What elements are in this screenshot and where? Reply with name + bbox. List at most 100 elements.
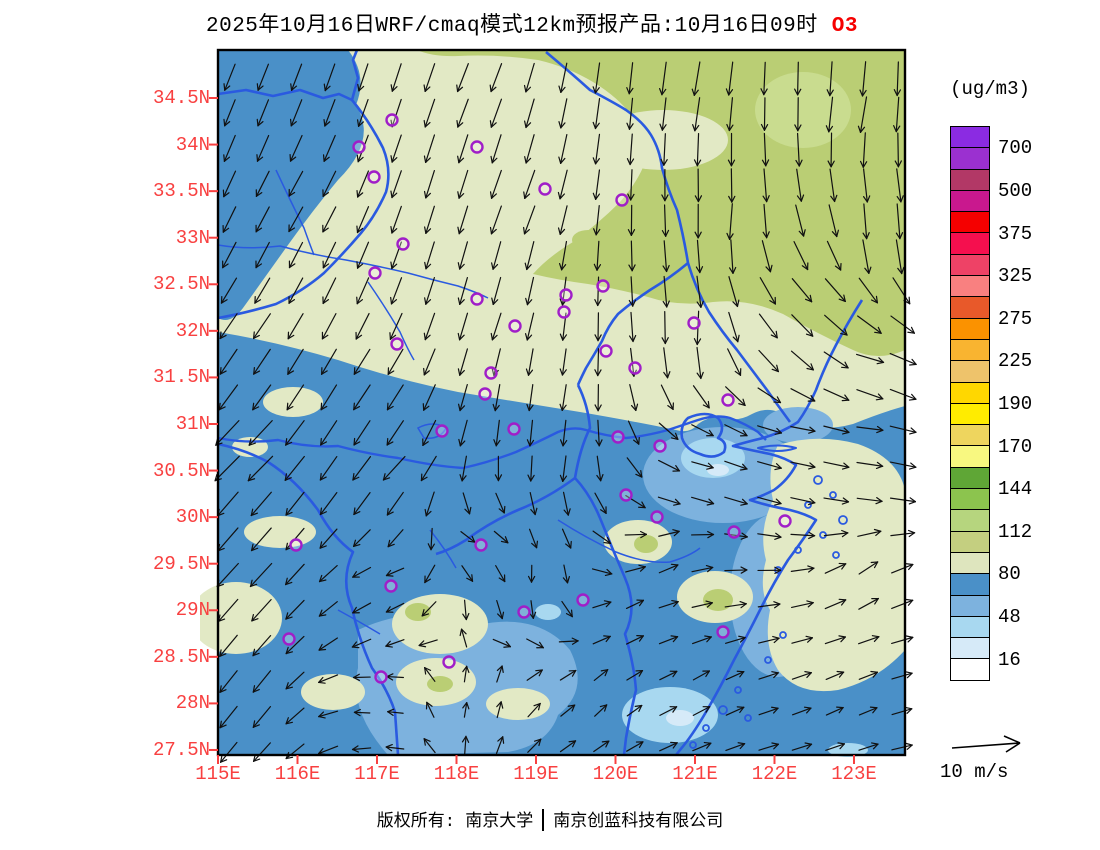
- station-marker: [352, 140, 366, 154]
- wind-vector: [659, 61, 667, 96]
- wind-vector: [627, 420, 640, 445]
- wind-vector: [758, 706, 779, 716]
- wind-vector: [692, 706, 711, 716]
- colorbar-cell: [950, 338, 990, 362]
- wind-vector: [891, 742, 913, 751]
- wind-vector: [496, 701, 504, 719]
- colorbar-cell: [950, 445, 990, 468]
- wind-vector: [322, 241, 337, 269]
- wind-vector: [559, 384, 567, 411]
- wind-vector: [889, 388, 917, 401]
- wind-vector: [795, 204, 806, 237]
- wind-vector: [422, 419, 437, 447]
- wind-vector: [758, 349, 779, 373]
- wind-vector: [457, 205, 469, 235]
- wind-vector: [691, 461, 714, 470]
- wind-vector: [856, 496, 883, 505]
- colorbar-tick-label: 170: [998, 435, 1033, 458]
- wind-vector: [318, 710, 339, 719]
- yangtze-river: [217, 415, 767, 470]
- wind-vector: [462, 702, 470, 718]
- wind-vector: [353, 384, 371, 411]
- wind-vector: [691, 600, 713, 608]
- station-marker: [435, 424, 449, 438]
- wind-vector: [659, 670, 678, 681]
- wind-vector: [496, 600, 505, 620]
- wind-vector: [825, 742, 846, 751]
- wind-vector: [725, 706, 745, 716]
- wind-vector: [256, 99, 270, 127]
- wind-vector: [725, 742, 746, 752]
- wind-vector: [761, 132, 770, 167]
- colorbar-tick-label: 80: [998, 563, 1021, 586]
- wind-vector: [523, 205, 536, 235]
- wind-vector: [628, 240, 636, 272]
- lon-tick-label: 121E: [672, 763, 718, 785]
- wind-vector: [823, 497, 850, 505]
- wind-vector: [826, 240, 842, 271]
- wind-vector: [726, 97, 734, 132]
- wind-vector: [828, 204, 839, 238]
- lat-tick-label: 29.5N: [152, 552, 210, 575]
- wind-vector: [558, 98, 568, 129]
- station-marker: [727, 525, 741, 539]
- wind-vector: [663, 347, 671, 379]
- wind-vector: [490, 312, 502, 341]
- wind-vector: [462, 599, 470, 621]
- wind-vector: [456, 98, 469, 128]
- wind-vector: [357, 63, 369, 92]
- wind-vector: [219, 741, 238, 763]
- station-marker: [396, 237, 410, 251]
- wind-vector: [790, 531, 816, 540]
- wind-vector: [661, 204, 670, 237]
- colorbar-cell: [950, 147, 990, 170]
- wind-vector: [594, 492, 607, 514]
- wind-vector: [356, 206, 370, 234]
- wind-vector: [356, 241, 370, 269]
- wind-vector: [628, 276, 637, 307]
- wind-vector: [526, 419, 535, 447]
- wind-vector: [423, 98, 436, 128]
- wind-vector: [285, 635, 305, 655]
- wind-vector: [356, 170, 370, 198]
- island-outline: [838, 515, 848, 525]
- wind-vector: [790, 497, 816, 506]
- wind-vector: [424, 241, 435, 270]
- station-marker: [470, 292, 484, 306]
- wind-vector: [423, 170, 435, 199]
- wind-vector: [427, 527, 435, 551]
- wind-vector: [629, 384, 639, 412]
- wind-vector: [894, 132, 902, 168]
- colorbar-cell: [950, 126, 990, 149]
- wind-vector: [858, 670, 878, 680]
- wind-vector: [460, 531, 476, 543]
- wind-vector: [759, 277, 776, 305]
- island-outline: [779, 631, 787, 639]
- wind-vector: [626, 457, 643, 478]
- wind-vector: [288, 170, 304, 197]
- wind-vector: [592, 62, 601, 94]
- wind-vector: [725, 61, 734, 96]
- wind-vector: [593, 240, 602, 271]
- wind-vector: [424, 205, 435, 234]
- wind-vector: [858, 706, 878, 716]
- wind-vector: [895, 239, 905, 275]
- wind-vector: [857, 96, 868, 133]
- colorbar: [950, 126, 990, 681]
- station-marker: [596, 279, 610, 293]
- colorbar-cell: [950, 466, 990, 490]
- lat-tick-label: 30N: [175, 506, 210, 529]
- wind-vector: [592, 530, 612, 544]
- wind-vector: [524, 134, 535, 164]
- divider-bar: [542, 809, 545, 831]
- wind-vector: [390, 170, 402, 199]
- wind-vector: [525, 348, 534, 376]
- wind-vector: [523, 62, 535, 93]
- wind-vector: [319, 455, 338, 481]
- wind-vector: [725, 635, 746, 644]
- wind-vector: [790, 388, 816, 402]
- wind-vector: [425, 701, 435, 718]
- wind-vector: [561, 528, 572, 549]
- wind-vector: [626, 97, 634, 130]
